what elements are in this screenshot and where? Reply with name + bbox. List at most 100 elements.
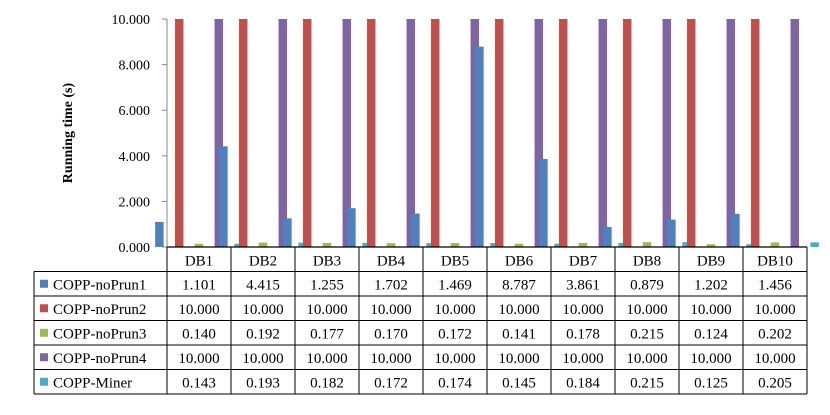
y-tick-label: 6.000: [119, 104, 151, 119]
data-label: 0.172: [374, 375, 408, 391]
data-label: 0.202: [758, 326, 792, 342]
bar: [362, 242, 371, 247]
bar: [534, 19, 544, 247]
bar: [578, 242, 588, 247]
data-label: 0.145: [502, 375, 536, 391]
bar: [686, 19, 696, 247]
y-tick-label: 2.000: [119, 195, 151, 210]
data-label: 10.000: [498, 302, 539, 318]
data-label: 1.101: [182, 277, 216, 293]
data-label: 10.000: [178, 351, 219, 367]
bar: [770, 242, 780, 247]
data-label: 0.192: [246, 326, 280, 342]
bar: [470, 19, 480, 247]
data-label: 4.415: [246, 277, 280, 293]
data-label: 0.172: [438, 326, 472, 342]
bar: [406, 19, 416, 247]
data-label: 10.000: [434, 351, 475, 367]
x-tick-label: DB10: [757, 253, 793, 269]
data-label: 10.000: [370, 351, 411, 367]
data-label: 3.861: [566, 277, 600, 293]
data-label: 1.469: [438, 277, 472, 293]
bar: [426, 243, 435, 247]
bar: [598, 19, 608, 247]
data-label: 0.178: [566, 326, 600, 342]
bar: [219, 146, 228, 247]
data-label: 10.000: [754, 302, 795, 318]
bar: [278, 19, 288, 247]
x-tick-label: DB4: [377, 253, 406, 269]
bar: [514, 243, 524, 247]
bar: [746, 244, 755, 247]
data-label: 0.141: [502, 326, 536, 342]
x-tick-label: DB3: [313, 253, 341, 269]
legend-swatch: [40, 279, 48, 288]
x-tick-label: DB9: [697, 253, 725, 269]
legend-label: COPP-noPrun3: [53, 326, 146, 342]
bar: [558, 19, 568, 247]
data-label: 10.000: [754, 351, 795, 367]
bar: [494, 19, 504, 247]
data-label: 0.215: [630, 375, 664, 391]
data-label: 10.000: [626, 302, 667, 318]
legend-label: COPP-noPrun1: [53, 277, 146, 293]
data-label: 1.702: [374, 277, 408, 293]
data-label: 0.215: [630, 326, 664, 342]
bars: [155, 19, 819, 247]
bar: [810, 242, 819, 247]
bar: [411, 213, 420, 247]
data-label: 0.205: [758, 375, 792, 391]
data-label: 1.255: [310, 277, 344, 293]
data-label: 10.000: [498, 351, 539, 367]
data-label: 10.000: [242, 351, 283, 367]
bar: [234, 243, 243, 247]
bar: [622, 19, 632, 247]
bar: [298, 242, 307, 247]
y-axis-ticks: 0.000 2.000 4.000 6.000 8.000 10.000: [112, 13, 168, 256]
bar: [475, 46, 484, 247]
data-label: 0.174: [438, 375, 472, 391]
x-tick-label: DB6: [505, 253, 534, 269]
data-table: DB1 DB2 DB3 DB4 DB5 DB6 DB7 DB8 DB9 DB10 COPP-noPr…: [33, 246, 808, 395]
data-label: 0.184: [566, 375, 600, 391]
data-label: 1.456: [758, 277, 792, 293]
bar: [667, 219, 676, 247]
bar: [155, 221, 164, 247]
bar: [618, 242, 627, 247]
data-label: 0.124: [694, 326, 728, 342]
x-tick-label: DB5: [441, 253, 469, 269]
data-label: 10.000: [690, 351, 731, 367]
x-tick-label: DB1: [185, 253, 213, 269]
data-label: 10.000: [306, 351, 347, 367]
bar: [430, 19, 440, 247]
data-label: 10.000: [306, 302, 347, 318]
y-tick-label: 0.000: [119, 241, 151, 256]
data-label: 0.182: [310, 375, 344, 391]
bar: [238, 19, 248, 247]
y-axis-label: Running time (s): [61, 82, 76, 183]
data-label: 10.000: [242, 302, 283, 318]
data-label: 8.787: [502, 277, 536, 293]
data-label: 10.000: [690, 302, 731, 318]
bar: [642, 242, 652, 247]
bar: [194, 243, 204, 247]
data-label: 10.000: [434, 302, 475, 318]
y-tick-label: 4.000: [119, 150, 151, 165]
bar: [790, 19, 800, 247]
bar: [603, 226, 612, 247]
data-label: 0.140: [182, 326, 216, 342]
data-label: 0.143: [182, 375, 216, 391]
bar: [539, 158, 548, 247]
legend-label: COPP-Miner: [53, 375, 132, 391]
data-label: 0.125: [694, 375, 728, 391]
bar: [726, 19, 736, 247]
data-label: 0.193: [246, 375, 280, 391]
bar: [662, 19, 672, 247]
data-label: 1.202: [694, 277, 728, 293]
bar: [174, 19, 184, 247]
legend-swatch: [40, 328, 48, 337]
data-label: 0.177: [310, 326, 344, 342]
bar: [386, 243, 396, 247]
legend-swatch: [40, 353, 48, 362]
